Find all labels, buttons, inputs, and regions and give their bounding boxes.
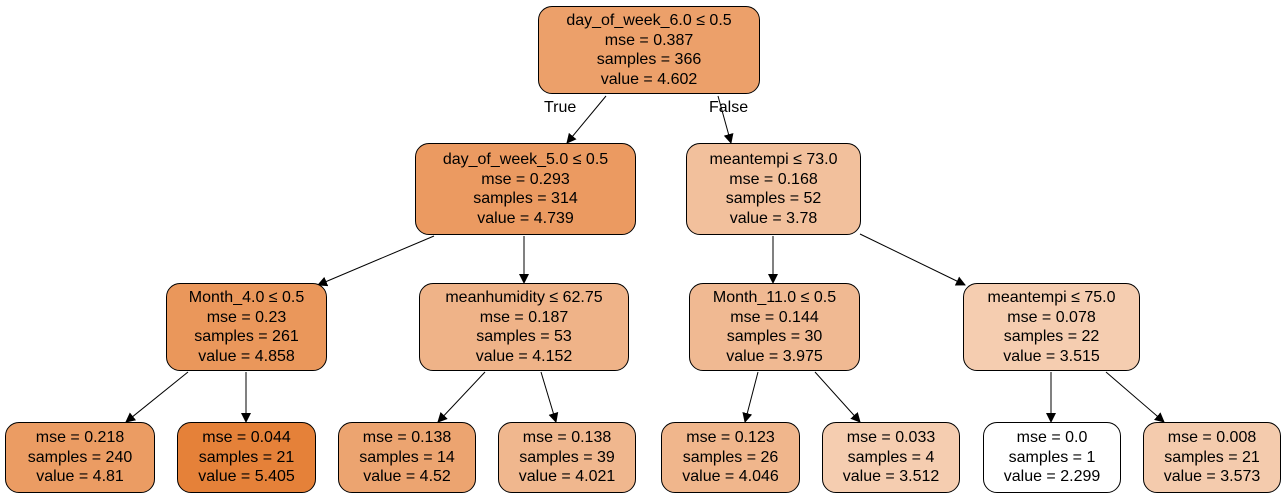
node-line: mse = 0.008 [1167, 429, 1257, 447]
node-line: samples = 22 [1003, 328, 1100, 345]
node-line: mse = 0.387 [604, 31, 694, 49]
node-line: samples = 26 [682, 448, 779, 466]
node-line: mse = 0.044 [202, 429, 291, 447]
node-line: samples = 1 [1008, 448, 1096, 466]
tree-node-n6: meantempi ≤ 75.0 mse = 0.078 samples = 22 v… [963, 283, 1140, 371]
node-line: value = 4.152 [475, 347, 573, 365]
node-line: value = 3.975 [726, 347, 823, 365]
node-line: samples = 366 [596, 51, 702, 68]
node-line: mse = 0.187 [479, 308, 569, 326]
node-line: value = 4.021 [518, 468, 616, 486]
tree-node-n7: mse = 0.218 samples = 240 value = 4.81 [5, 422, 155, 493]
tree-node-n9: mse = 0.138 samples = 14 value = 4.52 [338, 422, 476, 493]
node-line: Month_4.0 ≤ 0.5 [188, 289, 305, 306]
edge-n4-n9 [437, 371, 486, 423]
node-line: mse = 0.168 [729, 170, 818, 188]
tree-node-n0: day_of_week_6.0 ≤ 0.5 mse = 0.387 samples … [538, 6, 760, 94]
tree-node-n14: mse = 0.008 samples = 21 value = 3.573 [1143, 422, 1281, 493]
node-line: value = 4.52 [363, 468, 451, 486]
edge-n6-n14 [1105, 371, 1165, 423]
node-line: samples = 39 [519, 448, 615, 466]
edge-n1-n3 [317, 235, 435, 287]
edge-n0-n2 [717, 95, 734, 144]
edge-n5-n11 [742, 371, 759, 423]
node-line: samples = 52 [725, 190, 822, 207]
edge-n0-n1 [566, 95, 607, 144]
tree-node-n11: mse = 0.123 samples = 26 value = 4.046 [661, 422, 800, 493]
tree-node-n10: mse = 0.138 samples = 39 value = 4.021 [498, 422, 636, 493]
node-line: samples = 240 [27, 448, 133, 466]
node-line: samples = 21 [1164, 448, 1260, 466]
tree-node-n1: day_of_week_5.0 ≤ 0.5 mse = 0.293 samples … [415, 143, 636, 235]
tree-node-n13: mse = 0.0 samples = 1 value = 2.299 [983, 422, 1121, 493]
node-line: meanhumidity ≤ 62.75 [445, 289, 603, 306]
node-line: value = 4.858 [198, 347, 295, 365]
tree-node-n5: Month_11.0 ≤ 0.5 mse = 0.144 samples = 30 v… [689, 283, 860, 371]
edge-n4-n10 [540, 371, 559, 423]
node-line: samples = 53 [476, 328, 572, 345]
edge-label-true: True [544, 99, 577, 116]
node-line: samples = 30 [726, 328, 823, 345]
node-line: value = 4.739 [477, 209, 574, 227]
node-line: mse = 0.138 [522, 429, 612, 447]
node-line: day_of_week_6.0 ≤ 0.5 [566, 12, 732, 29]
node-line: mse = 0.218 [35, 429, 125, 447]
tree-node-n4: meanhumidity ≤ 62.75 mse = 0.187 samples =… [419, 283, 629, 371]
node-line: mse = 0.078 [1007, 308, 1096, 326]
edge-n3-n7 [125, 371, 189, 423]
node-line: meantempi ≤ 75.0 [987, 289, 1116, 306]
node-line: value = 3.78 [729, 209, 818, 227]
node-line: samples = 14 [359, 448, 455, 466]
node-line: mse = 0.144 [730, 308, 819, 326]
tree-node-n3: Month_4.0 ≤ 0.5 mse = 0.23 samples = 261 va… [166, 283, 327, 371]
edge-n5-n12 [814, 371, 861, 423]
node-line: samples = 4 [847, 448, 935, 466]
node-line: Month_11.0 ≤ 0.5 [712, 289, 837, 306]
tree-node-n12: mse = 0.033 samples = 4 value = 3.512 [822, 422, 960, 493]
node-line: value = 4.602 [600, 70, 698, 88]
node-line: mse = 0.23 [206, 308, 287, 326]
node-line: value = 3.515 [1003, 347, 1100, 365]
edge-label-false: False [709, 99, 749, 116]
node-line: mse = 0.033 [846, 429, 936, 447]
node-line: value = 4.81 [36, 468, 124, 486]
node-line: mse = 0.293 [481, 170, 570, 188]
node-line: value = 2.299 [1003, 468, 1101, 486]
edge-n2-n6 [859, 233, 966, 286]
node-line: value = 3.512 [842, 468, 940, 486]
tree-node-n8: mse = 0.044 samples = 21 value = 5.405 [177, 422, 316, 493]
node-line: value = 4.046 [682, 468, 779, 486]
node-line: mse = 0.138 [362, 429, 452, 447]
node-line: value = 5.405 [198, 468, 295, 486]
node-line: meantempi ≤ 73.0 [709, 151, 838, 168]
node-line: samples = 261 [194, 328, 299, 345]
node-line: value = 3.573 [1163, 468, 1261, 486]
node-line: mse = 0.123 [686, 429, 775, 447]
node-line: mse = 0.0 [1016, 429, 1088, 447]
tree-node-n2: meantempi ≤ 73.0 mse = 0.168 samples = 52 v… [686, 143, 861, 235]
node-line: samples = 21 [198, 448, 295, 466]
node-line: day_of_week_5.0 ≤ 0.5 [442, 151, 609, 168]
node-line: samples = 314 [473, 190, 578, 207]
